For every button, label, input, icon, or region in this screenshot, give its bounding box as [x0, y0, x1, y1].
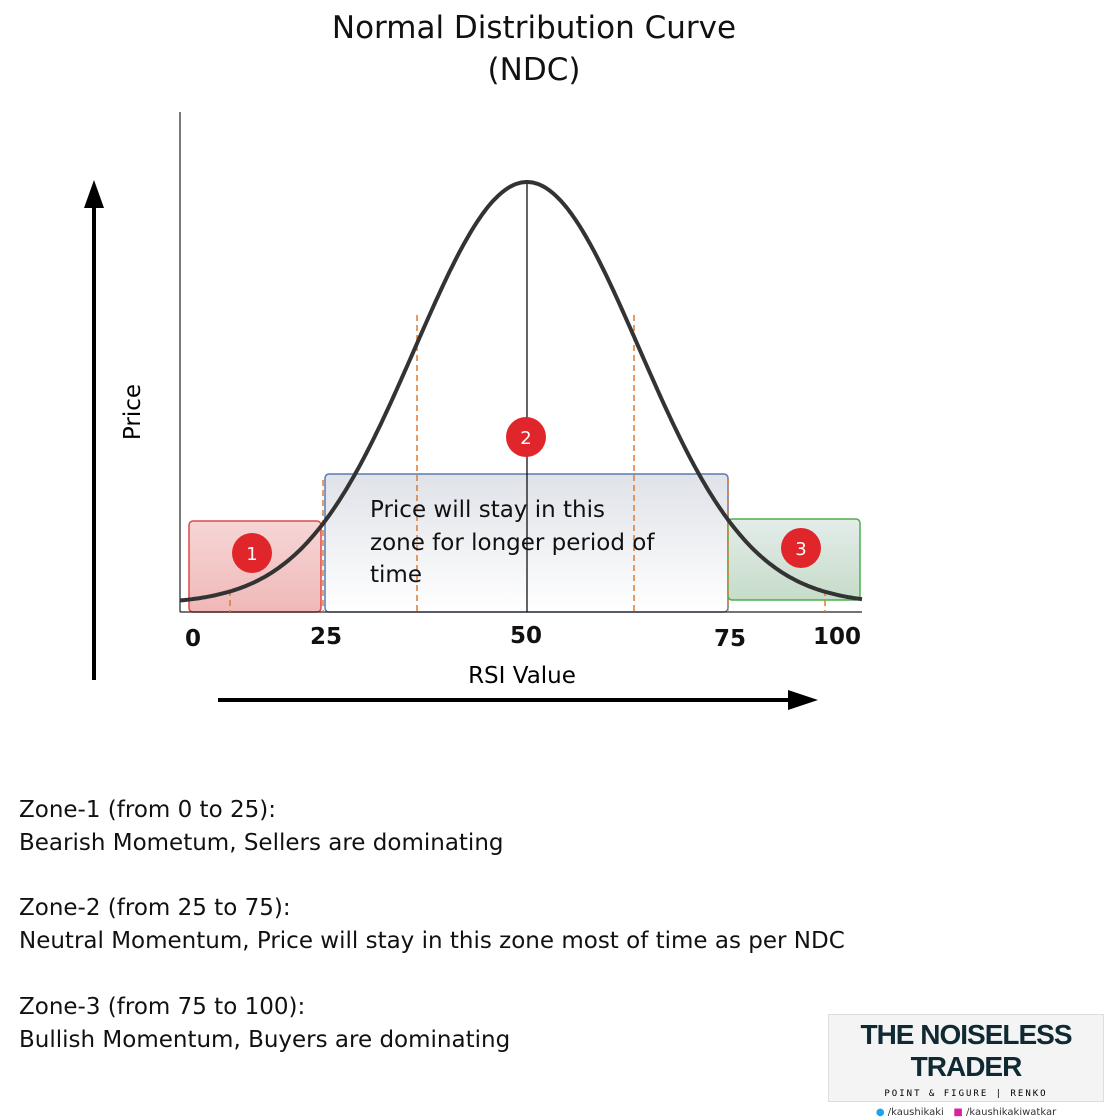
- brand-social: ● /kaushikaki ■ /kaushikakiwatkar: [829, 1107, 1103, 1118]
- note-text: Neutral Momentum, Price will stay in thi…: [19, 928, 845, 954]
- callout-line: time: [370, 562, 422, 588]
- callout-line: zone for longer period of: [370, 530, 655, 556]
- x-tick-label: 25: [310, 624, 342, 650]
- instagram-handle: /kaushikakiwatkar: [966, 1107, 1057, 1118]
- diagram: Normal Distribution Curve (NDC) Price RS…: [84, 10, 863, 710]
- brand: THE NOISELESS TRADER POINT & FIGURE | RE…: [828, 1014, 1104, 1118]
- note-text: Bearish Mometum, Sellers are dominating: [19, 830, 504, 856]
- note: Zone-2 (from 25 to 75): Neutral Momentum…: [19, 892, 845, 958]
- x-label: RSI Value: [468, 663, 576, 689]
- twitter-icon: ●: [875, 1107, 885, 1118]
- instagram-icon: ■: [953, 1107, 963, 1118]
- brand-name: THE NOISELESS TRADER: [860, 1019, 1072, 1082]
- marker-label: 3: [795, 539, 806, 560]
- title: Normal Distribution Curve: [332, 10, 736, 46]
- marker: [232, 533, 272, 573]
- marker: [506, 417, 546, 457]
- marker-label: 2: [520, 428, 531, 449]
- y-label: Price: [120, 384, 146, 440]
- x-tick-label: 75: [714, 626, 746, 652]
- y-arrowhead: [84, 180, 104, 208]
- x-tick-label: 100: [813, 624, 861, 650]
- brand-tagline: POINT & FIGURE | RENKO: [884, 1089, 1048, 1099]
- twitter-handle: /kaushikaki: [887, 1107, 944, 1118]
- subtitle: (NDC): [488, 52, 581, 88]
- note-heading: Zone-2 (from 25 to 75):: [19, 895, 291, 921]
- x-tick-label: 0: [185, 626, 201, 652]
- marker-label: 1: [246, 544, 257, 565]
- note: Zone-3 (from 75 to 100): Bullish Momentu…: [19, 991, 510, 1057]
- x-arrowhead: [788, 690, 818, 710]
- callout-line: Price will stay in this: [370, 497, 605, 523]
- note-text: Bullish Momentum, Buyers are dominating: [19, 1027, 511, 1053]
- note-heading: Zone-1 (from 0 to 25):: [19, 797, 276, 823]
- note: Zone-1 (from 0 to 25): Bearish Mometum, …: [19, 794, 504, 860]
- marker: [781, 528, 821, 568]
- bell-curve: [179, 180, 863, 603]
- x-tick-label: 50: [510, 623, 542, 649]
- note-heading: Zone-3 (from 75 to 100):: [19, 994, 306, 1020]
